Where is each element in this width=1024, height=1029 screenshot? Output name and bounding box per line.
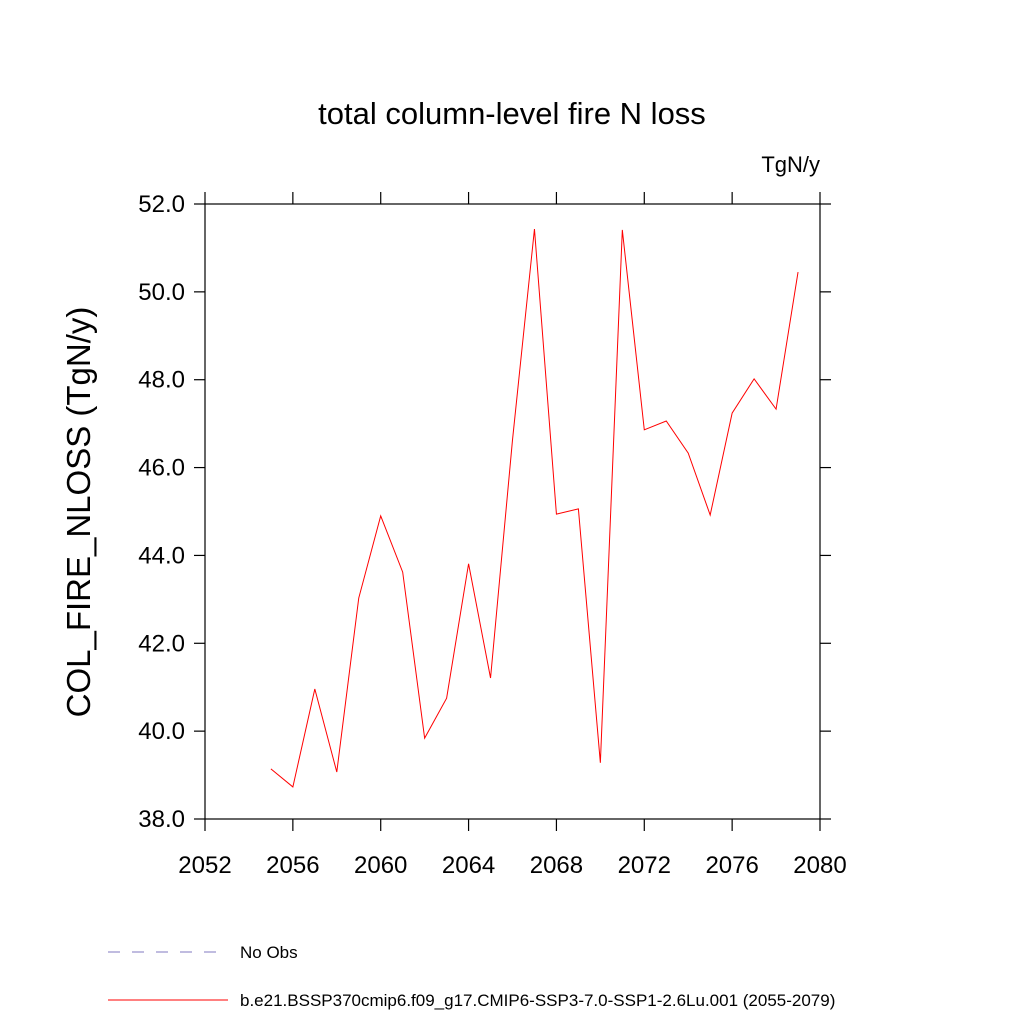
- y-tick-label: 42.0: [138, 630, 185, 657]
- legend-label: b.e21.BSSP370cmip6.f09_g17.CMIP6-SSP3-7.…: [240, 991, 835, 1010]
- y-tick-label: 52.0: [138, 191, 185, 218]
- y-tick-label: 44.0: [138, 542, 185, 569]
- x-tick-label: 2068: [530, 852, 583, 879]
- x-tick-label: 2064: [442, 852, 495, 879]
- x-tick-label: 2052: [178, 852, 231, 879]
- x-tick-label: 2072: [618, 852, 671, 879]
- x-tick-label: 2080: [793, 852, 846, 879]
- y-tick-label: 46.0: [138, 455, 185, 482]
- x-tick-label: 2076: [705, 852, 758, 879]
- plot-frame: [204, 203, 821, 820]
- y-tick-label: 40.0: [138, 718, 185, 745]
- x-tick-label: 2060: [354, 852, 407, 879]
- y-tick-label: 48.0: [138, 367, 185, 394]
- series-line: [270, 228, 799, 788]
- y-axis-label: COL_FIRE_NLOSS (TgN/y): [60, 307, 97, 718]
- y-tick-label: 50.0: [138, 279, 185, 306]
- legend-label: No Obs: [240, 943, 298, 962]
- units-label: TgN/y: [761, 152, 820, 177]
- y-tick-label: 38.0: [138, 806, 185, 833]
- chart-title: total column-level fire N loss: [318, 96, 706, 131]
- x-tick-label: 2056: [266, 852, 319, 879]
